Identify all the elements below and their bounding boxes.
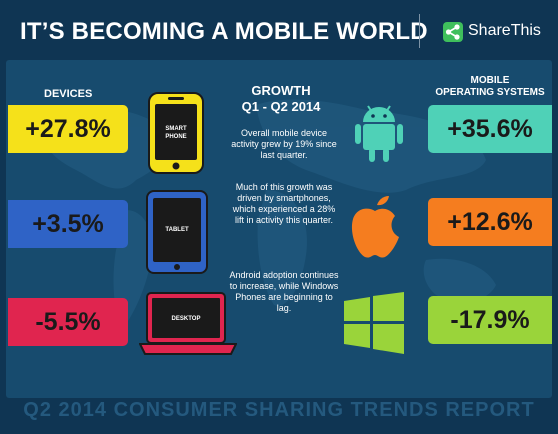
- share-icon: [443, 22, 463, 42]
- growth-paragraph: Android adoption continues to increase, …: [229, 270, 339, 313]
- growth-heading: GROWTH Q1 - Q2 2014: [236, 83, 326, 115]
- android-stat: +35.6%: [428, 105, 552, 153]
- laptop-icon: DESKTOP: [138, 292, 238, 356]
- apple-stat: +12.6%: [428, 198, 552, 246]
- smartphone-icon: SMART PHONE: [148, 92, 204, 174]
- device-label: DESKTOP: [171, 316, 201, 322]
- growth-paragraph: Much of this growth was driven by smartp…: [232, 182, 336, 225]
- brand-name: ShareThis: [468, 22, 541, 39]
- desktop-stat: -5.5%: [8, 298, 128, 346]
- stat-value: -17.9%: [450, 305, 530, 334]
- stat-value: +27.8%: [25, 114, 111, 143]
- growth-title: GROWTH: [251, 83, 311, 98]
- smartphone-stat: +27.8%: [8, 105, 128, 153]
- device-label: TABLET: [165, 227, 189, 233]
- apple-icon: [349, 195, 401, 259]
- stat-value: +12.6%: [447, 207, 533, 236]
- growth-paragraph: Overall mobile device activity grew by 1…: [231, 128, 337, 160]
- os-heading: MOBILE OPERATING SYSTEMS: [435, 75, 545, 98]
- growth-period: Q1 - Q2 2014: [241, 99, 321, 114]
- windows-icon: [343, 292, 405, 354]
- page-title: IT’S BECOMING A MOBILE WORLD: [20, 18, 428, 45]
- stat-value: +3.5%: [32, 209, 104, 238]
- header-divider: [419, 14, 420, 48]
- stat-value: -5.5%: [35, 307, 101, 336]
- header-bar: IT’S BECOMING A MOBILE WORLD ShareThis: [0, 0, 558, 60]
- report-footer: Q2 2014 CONSUMER SHARING TRENDS REPORT: [23, 399, 535, 421]
- stat-value: +35.6%: [447, 114, 533, 143]
- tablet-icon: TABLET: [146, 190, 208, 274]
- android-icon: [354, 100, 404, 164]
- devices-heading: DEVICES: [44, 88, 93, 100]
- windows-stat: -17.9%: [428, 296, 552, 344]
- tablet-stat: +3.5%: [8, 200, 128, 248]
- device-label: SMART PHONE: [165, 126, 187, 140]
